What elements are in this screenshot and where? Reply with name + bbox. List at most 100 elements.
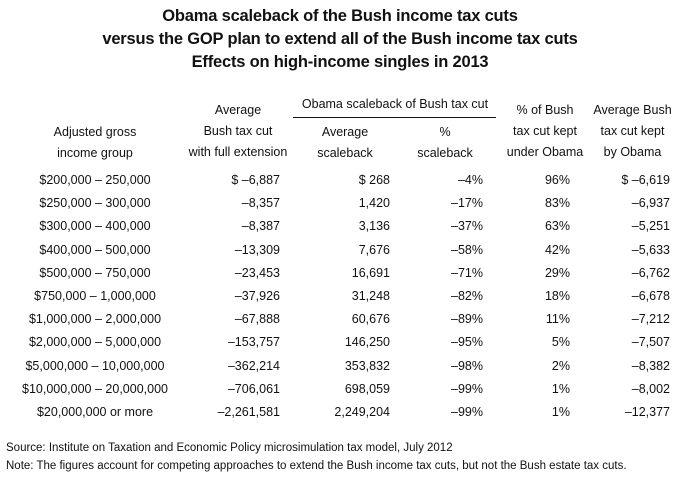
cell-average-kept: –8,382 xyxy=(631,358,670,373)
cell-income-group: $2,000,000 – 5,000,000 xyxy=(28,335,162,350)
table-row: $400,000 – 500,000 –13,309 7,676 –58% 42… xyxy=(0,241,680,264)
cell-average-cut: $ –6,887 xyxy=(231,173,280,187)
cell-income-group: $20,000,000 or more xyxy=(36,404,154,419)
cell-income-group: $5,000,000 – 10,000,000 xyxy=(25,358,165,373)
header-avg-kept-line-3: by Obama xyxy=(603,145,662,159)
header-average-kept: Average Bush tax cut kept by Obama xyxy=(585,100,680,163)
header-pct-kept-line-3: under Obama xyxy=(506,145,584,159)
cell-average-kept: –6,678 xyxy=(631,288,670,303)
cell-average-kept: –5,633 xyxy=(631,242,670,257)
cell-pct-kept: 1% xyxy=(551,381,570,396)
cell-pct-kept: 5% xyxy=(551,335,570,350)
cell-average-cut: –23,453 xyxy=(234,265,280,280)
header-pct-scaleback: % scaleback xyxy=(405,122,485,164)
header-agi-line-2: income group xyxy=(57,146,133,160)
cell-income-group: $750,000 – 1,000,000 xyxy=(34,288,156,303)
cell-average-cut: –706,061 xyxy=(227,381,280,396)
header-average-scaleback: Average scaleback xyxy=(300,122,390,164)
cell-pct-kept: 42% xyxy=(544,242,570,257)
cell-pct-kept: 1% xyxy=(551,404,570,419)
header-pct-scaleback-line-1: % xyxy=(439,125,451,139)
title-line-1: Obama scaleback of the Bush income tax c… xyxy=(162,7,518,25)
methodology-note: Note: The figures account for competing … xyxy=(6,460,627,472)
cell-average-kept: –7,507 xyxy=(631,335,670,350)
cell-average-cut: –67,888 xyxy=(234,312,280,327)
cell-pct-kept: 29% xyxy=(544,265,570,280)
cell-pct-scaleback: –98% xyxy=(451,358,483,373)
header-avg-cut-line-3: with full extension xyxy=(188,145,288,159)
header-pct-kept: % of Bush tax cut kept under Obama xyxy=(500,100,590,163)
cell-average-scaleback: 353,832 xyxy=(344,358,390,373)
cell-average-cut: –8,387 xyxy=(241,219,280,234)
cell-average-scaleback: 698,059 xyxy=(344,381,390,396)
header-avg-cut-line-1: Average xyxy=(214,103,262,117)
cell-income-group: $1,000,000 – 2,000,000 xyxy=(28,312,162,327)
header-avg-kept-line-2: tax cut kept xyxy=(600,124,665,138)
cell-average-cut: –13,309 xyxy=(234,242,280,257)
title-line-3: Effects on high-income singles in 2013 xyxy=(191,53,489,71)
cell-income-group: $250,000 – 300,000 xyxy=(39,196,151,211)
cell-average-kept: –6,762 xyxy=(631,265,670,280)
header-avg-scaleback-line-1: Average xyxy=(321,125,369,139)
header-avg-cut-line-2: Bush tax cut xyxy=(203,124,273,138)
table-row: $250,000 – 300,000 –8,357 1,420 –17% 83%… xyxy=(0,194,680,217)
cell-pct-scaleback: –82% xyxy=(451,288,483,303)
cell-average-scaleback: 31,248 xyxy=(351,288,390,303)
cell-average-scaleback: 146,250 xyxy=(344,335,390,350)
cell-pct-kept: 83% xyxy=(544,196,570,211)
cell-pct-scaleback: –95% xyxy=(451,335,483,350)
cell-average-scaleback: 2,249,204 xyxy=(334,404,390,419)
header-group-rule xyxy=(293,117,496,118)
cell-average-scaleback: 1,420 xyxy=(358,196,390,211)
cell-average-kept: –8,002 xyxy=(631,381,670,396)
header-agi: Adjusted gross income group xyxy=(0,122,190,164)
cell-average-cut: –362,214 xyxy=(227,358,280,373)
cell-income-group: $500,000 – 750,000 xyxy=(39,265,151,280)
header-pct-scaleback-line-2: scaleback xyxy=(417,146,473,160)
table-title: Obama scaleback of the Bush income tax c… xyxy=(0,5,680,74)
cell-pct-scaleback: –71% xyxy=(451,265,483,280)
cell-average-scaleback: 3,136 xyxy=(358,219,390,234)
header-pct-kept-line-2: tax cut kept xyxy=(513,124,577,138)
header-average-bush-tax-cut: Average Bush tax cut with full extension xyxy=(178,100,298,163)
cell-average-kept: –12,377 xyxy=(624,404,670,419)
cell-average-cut: –2,261,581 xyxy=(217,404,280,419)
header-avg-scaleback-line-2: scaleback xyxy=(317,146,373,160)
cell-pct-scaleback: –89% xyxy=(451,312,483,327)
cell-average-kept: –5,251 xyxy=(631,219,670,234)
table-row: $5,000,000 – 10,000,000 –362,214 353,832… xyxy=(0,357,680,380)
cell-pct-scaleback: –99% xyxy=(451,381,483,396)
cell-average-cut: –37,926 xyxy=(234,288,280,303)
cell-income-group: $200,000 – 250,000 xyxy=(39,173,151,187)
title-line-2: versus the GOP plan to extend all of the… xyxy=(102,30,578,48)
cell-pct-kept: 63% xyxy=(544,219,570,234)
table-row: $200,000 – 250,000 $ –6,887 $ 268 –4% 96… xyxy=(0,171,680,194)
cell-average-kept: –7,212 xyxy=(631,312,670,327)
table-row: $10,000,000 – 20,000,000 –706,061 698,05… xyxy=(0,380,680,403)
cell-average-kept: $ –6,619 xyxy=(621,173,670,187)
table-row: $2,000,000 – 5,000,000 –153,757 146,250 … xyxy=(0,333,680,356)
cell-average-scaleback: 7,676 xyxy=(358,242,390,257)
header-pct-kept-line-1: % of Bush xyxy=(516,103,574,117)
header-avg-kept-line-1: Average Bush xyxy=(593,103,672,117)
cell-pct-kept: 2% xyxy=(551,358,570,373)
cell-pct-scaleback: –37% xyxy=(451,219,483,234)
cell-average-scaleback: 60,676 xyxy=(351,312,390,327)
cell-pct-kept: 96% xyxy=(544,173,570,187)
cell-income-group: $300,000 – 400,000 xyxy=(39,219,151,234)
table-row: $1,000,000 – 2,000,000 –67,888 60,676 –8… xyxy=(0,310,680,333)
cell-pct-kept: 11% xyxy=(545,312,570,327)
table-body: $200,000 – 250,000 $ –6,887 $ 268 –4% 96… xyxy=(0,171,680,426)
cell-income-group: $400,000 – 500,000 xyxy=(39,242,151,257)
header-agi-line-1: Adjusted gross xyxy=(53,125,137,139)
cell-average-kept: –6,937 xyxy=(631,196,670,211)
cell-average-scaleback: 16,691 xyxy=(351,265,390,280)
table-row: $20,000,000 or more –2,261,581 2,249,204… xyxy=(0,403,680,426)
cell-average-cut: –153,757 xyxy=(227,335,280,350)
footnotes: Source: Institute on Taxation and Econom… xyxy=(6,439,627,475)
cell-income-group: $10,000,000 – 20,000,000 xyxy=(22,381,168,396)
source-note: Source: Institute on Taxation and Econom… xyxy=(6,442,453,454)
cell-pct-scaleback: –17% xyxy=(451,196,483,211)
cell-pct-kept: 18% xyxy=(544,288,570,303)
cell-pct-scaleback: –58% xyxy=(451,242,483,257)
